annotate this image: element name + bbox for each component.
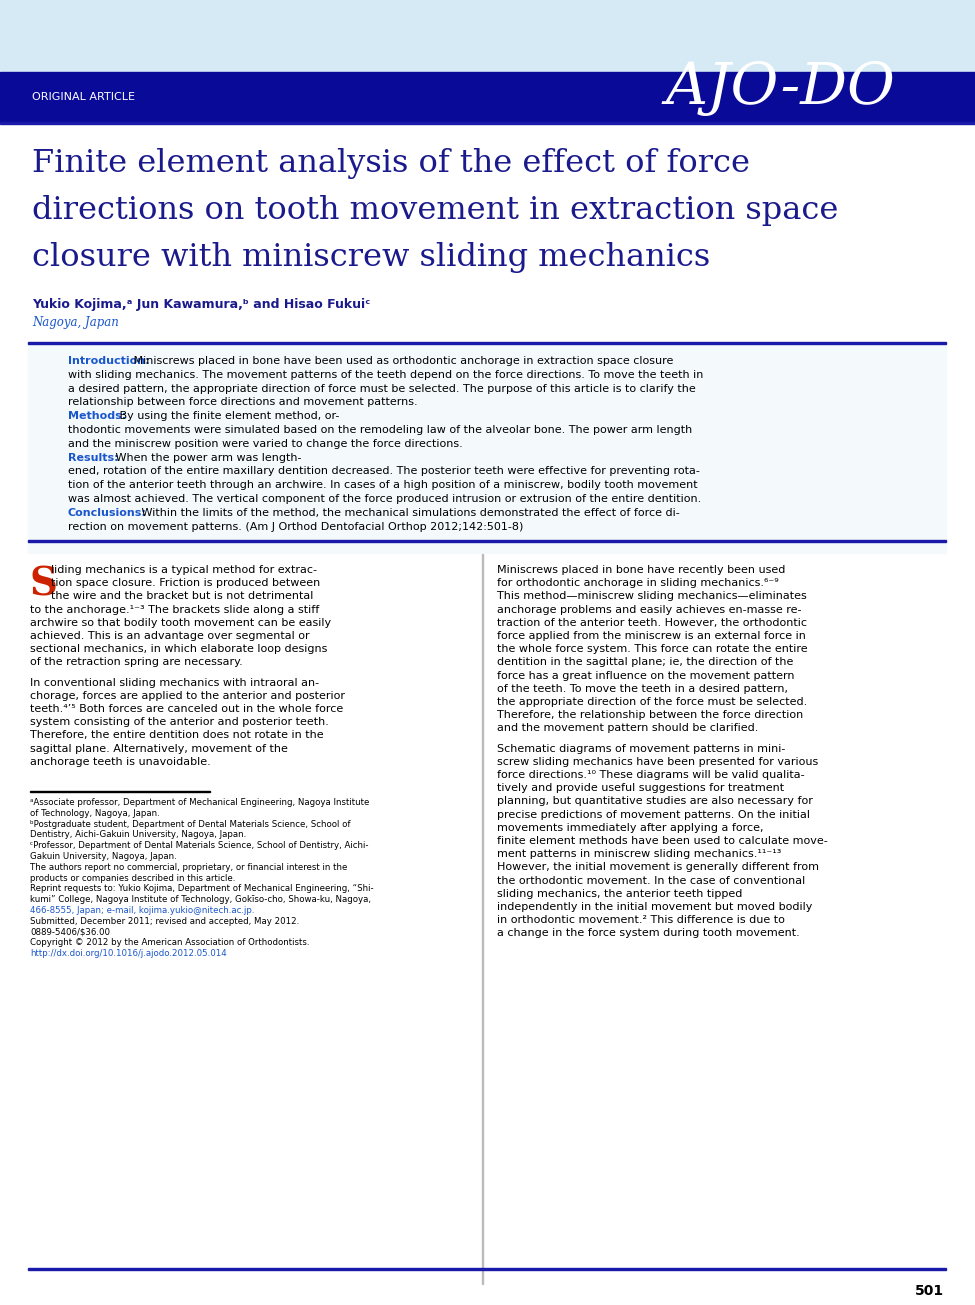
Bar bbox=[0, 0, 975, 72]
Text: chorage, forces are applied to the anterior and posterior: chorage, forces are applied to the anter… bbox=[30, 690, 345, 701]
Bar bbox=[28, 1268, 946, 1270]
Text: directions on tooth movement in extraction space: directions on tooth movement in extracti… bbox=[32, 194, 838, 226]
Text: http://dx.doi.org/10.1016/j.ajodo.2012.05.014: http://dx.doi.org/10.1016/j.ajodo.2012.0… bbox=[30, 949, 227, 958]
Text: Gakuin University, Nagoya, Japan.: Gakuin University, Nagoya, Japan. bbox=[30, 852, 176, 861]
Text: Therefore, the entire dentition does not rotate in the: Therefore, the entire dentition does not… bbox=[30, 731, 324, 740]
Text: liding mechanics is a typical method for extrac-: liding mechanics is a typical method for… bbox=[51, 565, 317, 576]
Bar bbox=[0, 121, 975, 124]
Text: Yukio Kojima,ᵃ Jun Kawamura,ᵇ and Hisao Fukuiᶜ: Yukio Kojima,ᵃ Jun Kawamura,ᵇ and Hisao … bbox=[32, 298, 370, 311]
Text: Introduction:: Introduction: bbox=[68, 356, 149, 365]
Text: Copyright © 2012 by the American Association of Orthodontists.: Copyright © 2012 by the American Associa… bbox=[30, 938, 309, 947]
Text: Submitted, December 2011; revised and accepted, May 2012.: Submitted, December 2011; revised and ac… bbox=[30, 917, 299, 925]
Text: force directions.¹⁰ These diagrams will be valid qualita-: force directions.¹⁰ These diagrams will … bbox=[497, 770, 804, 780]
Text: The authors report no commercial, proprietary, or financial interest in the: The authors report no commercial, propri… bbox=[30, 863, 347, 872]
Text: anchorage teeth is unavoidable.: anchorage teeth is unavoidable. bbox=[30, 757, 211, 767]
Text: a desired pattern, the appropriate direction of force must be selected. The purp: a desired pattern, the appropriate direc… bbox=[68, 384, 696, 394]
Text: Nagoya, Japan: Nagoya, Japan bbox=[32, 316, 119, 329]
Text: archwire so that bodily tooth movement can be easily: archwire so that bodily tooth movement c… bbox=[30, 617, 332, 628]
Bar bbox=[0, 72, 975, 121]
Text: of Technology, Nagoya, Japan.: of Technology, Nagoya, Japan. bbox=[30, 809, 160, 818]
Text: with sliding mechanics. The movement patterns of the teeth depend on the force d: with sliding mechanics. The movement pat… bbox=[68, 369, 703, 380]
Text: force has a great influence on the movement pattern: force has a great influence on the movem… bbox=[497, 671, 795, 681]
Text: 466-8555, Japan; e-mail, kojima.yukio@nitech.ac.jp.: 466-8555, Japan; e-mail, kojima.yukio@ni… bbox=[30, 906, 254, 915]
Text: Methods:: Methods: bbox=[68, 411, 126, 422]
Text: teeth.⁴’⁵ Both forces are canceled out in the whole force: teeth.⁴’⁵ Both forces are canceled out i… bbox=[30, 703, 343, 714]
Text: Reprint requests to: Yukio Kojima, Department of Mechanical Engineering, “Shi-: Reprint requests to: Yukio Kojima, Depar… bbox=[30, 885, 373, 894]
Text: 501: 501 bbox=[915, 1284, 944, 1298]
Text: system consisting of the anterior and posterior teeth.: system consisting of the anterior and po… bbox=[30, 718, 329, 727]
Text: dentition in the sagittal plane; ie, the direction of the: dentition in the sagittal plane; ie, the… bbox=[497, 658, 794, 667]
Bar bbox=[482, 555, 483, 1284]
Text: products or companies described in this article.: products or companies described in this … bbox=[30, 873, 235, 882]
Text: This method—miniscrew sliding mechanics—eliminates: This method—miniscrew sliding mechanics—… bbox=[497, 591, 806, 602]
Text: screw sliding mechanics have been presented for various: screw sliding mechanics have been presen… bbox=[497, 757, 818, 767]
Text: of the teeth. To move the teeth in a desired pattern,: of the teeth. To move the teeth in a des… bbox=[497, 684, 788, 694]
Text: ORIGINAL ARTICLE: ORIGINAL ARTICLE bbox=[32, 91, 135, 102]
Text: tion space closure. Friction is produced between: tion space closure. Friction is produced… bbox=[51, 578, 320, 589]
Text: Miniscrews placed in bone have recently been used: Miniscrews placed in bone have recently … bbox=[497, 565, 786, 576]
Text: Conclusions:: Conclusions: bbox=[68, 508, 147, 518]
Text: ened, rotation of the entire maxillary dentition decreased. The posterior teeth : ened, rotation of the entire maxillary d… bbox=[68, 466, 700, 476]
Text: anchorage problems and easily achieves en-masse re-: anchorage problems and easily achieves e… bbox=[497, 604, 801, 615]
Text: sagittal plane. Alternatively, movement of the: sagittal plane. Alternatively, movement … bbox=[30, 744, 288, 753]
Bar bbox=[28, 342, 946, 343]
Bar bbox=[28, 540, 946, 542]
Text: traction of the anterior teeth. However, the orthodontic: traction of the anterior teeth. However,… bbox=[497, 617, 807, 628]
Text: Finite element analysis of the effect of force: Finite element analysis of the effect of… bbox=[32, 147, 750, 179]
Text: Within the limits of the method, the mechanical simulations demonstrated the eff: Within the limits of the method, the mec… bbox=[138, 508, 680, 518]
Text: and the miniscrew position were varied to change the force directions.: and the miniscrew position were varied t… bbox=[68, 438, 466, 449]
Text: S: S bbox=[30, 566, 58, 604]
Text: closure with miniscrew sliding mechanics: closure with miniscrew sliding mechanics bbox=[32, 241, 710, 273]
Text: sectional mechanics, in which elaborate loop designs: sectional mechanics, in which elaborate … bbox=[30, 645, 328, 654]
Text: was almost achieved. The vertical component of the force produced intrusion or e: was almost achieved. The vertical compon… bbox=[68, 495, 701, 504]
Text: However, the initial movement is generally different from: However, the initial movement is general… bbox=[497, 863, 819, 873]
Text: for orthodontic anchorage in sliding mechanics.⁶⁻⁹: for orthodontic anchorage in sliding mec… bbox=[497, 578, 779, 589]
Text: the whole force system. This force can rotate the entire: the whole force system. This force can r… bbox=[497, 645, 807, 654]
Text: finite element methods have been used to calculate move-: finite element methods have been used to… bbox=[497, 837, 828, 846]
Text: In conventional sliding mechanics with intraoral an-: In conventional sliding mechanics with i… bbox=[30, 677, 319, 688]
Text: the wire and the bracket but is not detrimental: the wire and the bracket but is not detr… bbox=[51, 591, 313, 602]
Text: a change in the force system during tooth movement.: a change in the force system during toot… bbox=[497, 928, 800, 938]
Text: sliding mechanics, the anterior teeth tipped: sliding mechanics, the anterior teeth ti… bbox=[497, 889, 742, 899]
Text: ᵇPostgraduate student, Department of Dental Materials Science, School of: ᵇPostgraduate student, Department of Den… bbox=[30, 820, 350, 829]
Text: independently in the initial movement but moved bodily: independently in the initial movement bu… bbox=[497, 902, 812, 912]
Text: Schematic diagrams of movement patterns in mini-: Schematic diagrams of movement patterns … bbox=[497, 744, 786, 753]
Text: ᶜProfessor, Department of Dental Materials Science, School of Dentistry, Aichi-: ᶜProfessor, Department of Dental Materia… bbox=[30, 842, 369, 850]
Text: 0889-5406/$36.00: 0889-5406/$36.00 bbox=[30, 928, 110, 937]
Text: Results:: Results: bbox=[68, 453, 119, 462]
Text: thodontic movements were simulated based on the remodeling law of the alveolar b: thodontic movements were simulated based… bbox=[68, 425, 692, 435]
Bar bbox=[28, 343, 946, 553]
Text: achieved. This is an advantage over segmental or: achieved. This is an advantage over segm… bbox=[30, 632, 310, 641]
Text: the orthodontic movement. In the case of conventional: the orthodontic movement. In the case of… bbox=[497, 876, 805, 886]
Text: force applied from the miniscrew is an external force in: force applied from the miniscrew is an e… bbox=[497, 632, 806, 641]
Text: tively and provide useful suggestions for treatment: tively and provide useful suggestions fo… bbox=[497, 783, 784, 793]
Text: ment patterns in miniscrew sliding mechanics.¹¹⁻¹³: ment patterns in miniscrew sliding mecha… bbox=[497, 850, 781, 859]
Text: of the retraction spring are necessary.: of the retraction spring are necessary. bbox=[30, 658, 243, 667]
Text: Therefore, the relationship between the force direction: Therefore, the relationship between the … bbox=[497, 710, 803, 720]
Text: Miniscrews placed in bone have been used as orthodontic anchorage in extraction : Miniscrews placed in bone have been used… bbox=[130, 356, 674, 365]
Text: When the power arm was length-: When the power arm was length- bbox=[112, 453, 301, 462]
Text: to the anchorage.¹⁻³ The brackets slide along a stiff: to the anchorage.¹⁻³ The brackets slide … bbox=[30, 604, 319, 615]
Text: movements immediately after applying a force,: movements immediately after applying a f… bbox=[497, 822, 763, 833]
Text: By using the finite element method, or-: By using the finite element method, or- bbox=[116, 411, 339, 422]
Text: and the movement pattern should be clarified.: and the movement pattern should be clari… bbox=[497, 723, 759, 733]
Text: planning, but quantitative studies are also necessary for: planning, but quantitative studies are a… bbox=[497, 796, 813, 806]
Text: Dentistry, Aichi-Gakuin University, Nagoya, Japan.: Dentistry, Aichi-Gakuin University, Nago… bbox=[30, 830, 247, 839]
Text: tion of the anterior teeth through an archwire. In cases of a high position of a: tion of the anterior teeth through an ar… bbox=[68, 480, 698, 491]
Text: rection on movement patterns. (Am J Orthod Dentofacial Orthop 2012;142:501-8): rection on movement patterns. (Am J Orth… bbox=[68, 522, 524, 531]
Text: precise predictions of movement patterns. On the initial: precise predictions of movement patterns… bbox=[497, 809, 810, 820]
Text: AJO-DO: AJO-DO bbox=[665, 60, 895, 116]
Text: ᵃAssociate professor, Department of Mechanical Engineering, Nagoya Institute: ᵃAssociate professor, Department of Mech… bbox=[30, 797, 370, 806]
Text: relationship between force directions and movement patterns.: relationship between force directions an… bbox=[68, 398, 421, 407]
Text: the appropriate direction of the force must be selected.: the appropriate direction of the force m… bbox=[497, 697, 807, 707]
Text: in orthodontic movement.² This difference is due to: in orthodontic movement.² This differenc… bbox=[497, 915, 785, 925]
Text: kumi” College, Nagoya Institute of Technology, Gokīso-cho, Showa-ku, Nagoya,: kumi” College, Nagoya Institute of Techn… bbox=[30, 895, 371, 904]
